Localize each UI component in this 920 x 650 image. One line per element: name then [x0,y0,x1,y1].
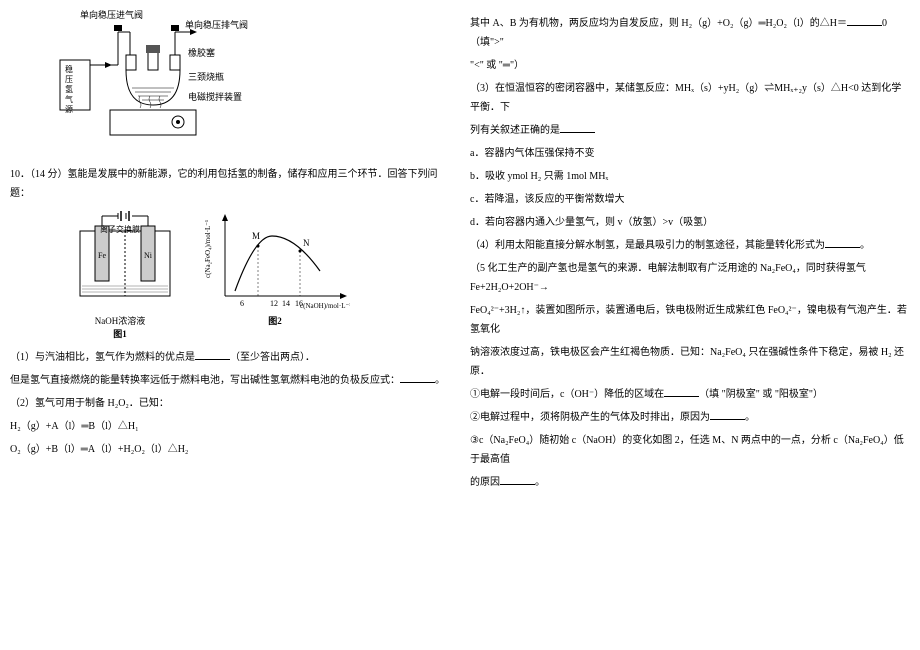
blank [195,348,230,360]
left-column: 稳 压 氢 气 源 [10,10,450,640]
q5-1-prefix: ①电解一段时间后，c（OH⁻）降低的区域在 [470,389,664,400]
blank [500,473,535,485]
svg-text:Fe: Fe [98,251,106,260]
opt-b: b．吸收 ymol H₂ 只需 1mol MHₓ [470,167,910,186]
right-column: 其中 A、B 为有机物，两反应均为自发反应，则 H₂（g）+O₂（g）═H₂O₂… [470,10,910,640]
svg-text:c(NaOH)/mol·L⁻¹: c(NaOH)/mol·L⁻¹ [300,302,350,310]
q5-3-suffix-text: 的原因 [470,477,500,488]
right-line1: 其中 A、B 为有机物，两反应均为自发反应，则 H₂（g）+O₂（g）═H₂O₂… [470,14,910,52]
q10-eq1: H₂（g）+A（l）═B（l）△H₁ [10,417,450,436]
sub3-line1: （3）在恒温恒容的密闭容器中，某储氢反应：MHₓ（s）+yH₂（g）⇌MHₓ₊₂… [470,79,910,117]
q5-1: ①电解一段时间后，c（OH⁻）降低的区域在 （填 "阴极室" 或 "阳极室"） [470,385,910,404]
membrane-label: 离子交换膜 [100,224,140,235]
svg-text:源: 源 [65,105,73,114]
q10-sub1-line2: 但是氢气直接燃烧的能量转换率远低于燃料电池，写出碱性氢氧燃料电池的负极反应式：。 [10,371,450,390]
q5-2-prefix: ②电解过程中，须将阴极产生的气体及时排出，原因为 [470,412,710,423]
svg-text:N: N [303,238,310,248]
sub3-line2-text: 列有关叙述正确的是 [470,125,560,136]
label-plug: 橡胶塞 [188,46,215,59]
q10-sub2-line1: （2）氢气可用于制备 H₂O₂．已知： [10,394,450,413]
sub5-line3: 钠溶液浓度过高，铁电极区会产生红褐色物质．已知：Na₂FeO₄ 只在强碱性条件下… [470,343,910,381]
diagram2: M N 6 12 14 16 c(Na₂FeO₄)/mol·L⁻¹ c(NaOH… [200,211,350,340]
q10-sub1: （1）与汽油相比，氢气作为燃料的优点是 （至少答出两点）． [10,348,450,367]
diagrams-row: Fe Ni 离子 [50,211,450,340]
opt-a: a．容器内气体压强保持不变 [470,144,910,163]
svg-text:c(Na₂FeO₄)/mol·L⁻¹: c(Na₂FeO₄)/mol·L⁻¹ [204,220,212,278]
label-inlet-valve: 单向稳压进气阀 [80,8,143,21]
svg-text:6: 6 [240,299,244,308]
sub1-line2-text: 但是氢气直接燃烧的能量转换率远低于燃料电池，写出碱性氢氧燃料电池的负极反应式： [10,375,400,386]
sub4-prefix: （4）利用太阳能直接分解水制氢，是最具吸引力的制氢途径，其能量转化形式为 [470,240,825,251]
blank [664,385,699,397]
label-stirrer: 电磁搅拌装置 [188,90,242,103]
q5-3-prefix: ③c（Na₂FeO₄）随初始 c（NaOH）的变化如图 2，任选 M、N 两点中… [470,431,910,469]
solution-label: NaOH浓溶液 [50,314,190,327]
diagram1: Fe Ni 离子 [50,211,190,340]
q5-2: ②电解过程中，须将阴极产生的气体及时排出，原因为。 [470,408,910,427]
svg-text:14: 14 [282,299,290,308]
q5-3-suffix: 的原因。 [470,473,910,492]
svg-text:压: 压 [65,75,73,84]
sub3-line2: 列有关叙述正确的是 [470,121,910,140]
q10-stem: 10．（14 分）氢能是发展中的新能源，它的利用包括氢的制备，储存和应用三个环节… [10,165,450,203]
sub1-prefix: （1）与汽油相比，氢气作为燃料的优点是 [10,352,195,363]
label-outlet-valve: 单向稳压排气阀 [185,18,248,31]
sub1-suffix: （至少答出两点）． [230,352,315,363]
diagram1-title: 图1 [50,327,190,340]
blank [560,121,595,133]
opt-d: d．若向容器内通入少量氢气，则 v（放氢）>v（吸氢） [470,213,910,232]
r1-prefix: 其中 A、B 为有机物，两反应均为自发反应，则 H₂（g）+O₂（g）═H₂O₂… [470,18,847,29]
q10-eq2: O₂（g）+B（l）═A（l）+H₂O₂（l）△H₂ [10,440,450,459]
svg-text:M: M [252,231,260,241]
blank [825,236,860,248]
diagram2-title: 图2 [200,314,350,327]
opt-c: c．若降温，该反应的平衡常数增大 [470,190,910,209]
svg-text:Ni: Ni [144,251,153,260]
sub5-line2: FeO₄²⁻+3H₂↑，装置如图所示，装置通电后，铁电极附近生成紫红色 FeO₄… [470,301,910,339]
svg-text:12: 12 [270,299,278,308]
right-line2: "<" 或 "═"） [470,56,910,75]
q5-1-suffix: （填 "阴极室" 或 "阳极室"） [699,389,823,400]
sub5-line1: （5 化工生产的副产氢也是氢气的来源．电解法制取有广泛用途的 Na₂FeO₄，同… [470,259,910,297]
sub4: （4）利用太阳能直接分解水制氢，是最具吸引力的制氢途径，其能量转化形式为。 [470,236,910,255]
label-flask: 三颈烧瓶 [188,70,224,83]
blank [400,371,435,383]
svg-text:氢: 氢 [65,84,73,94]
svg-text:气: 气 [65,94,73,104]
blank [710,408,745,420]
blank [847,14,882,26]
apparatus-diagram: 稳 压 氢 气 源 [50,10,250,150]
svg-text:稳: 稳 [65,64,73,74]
